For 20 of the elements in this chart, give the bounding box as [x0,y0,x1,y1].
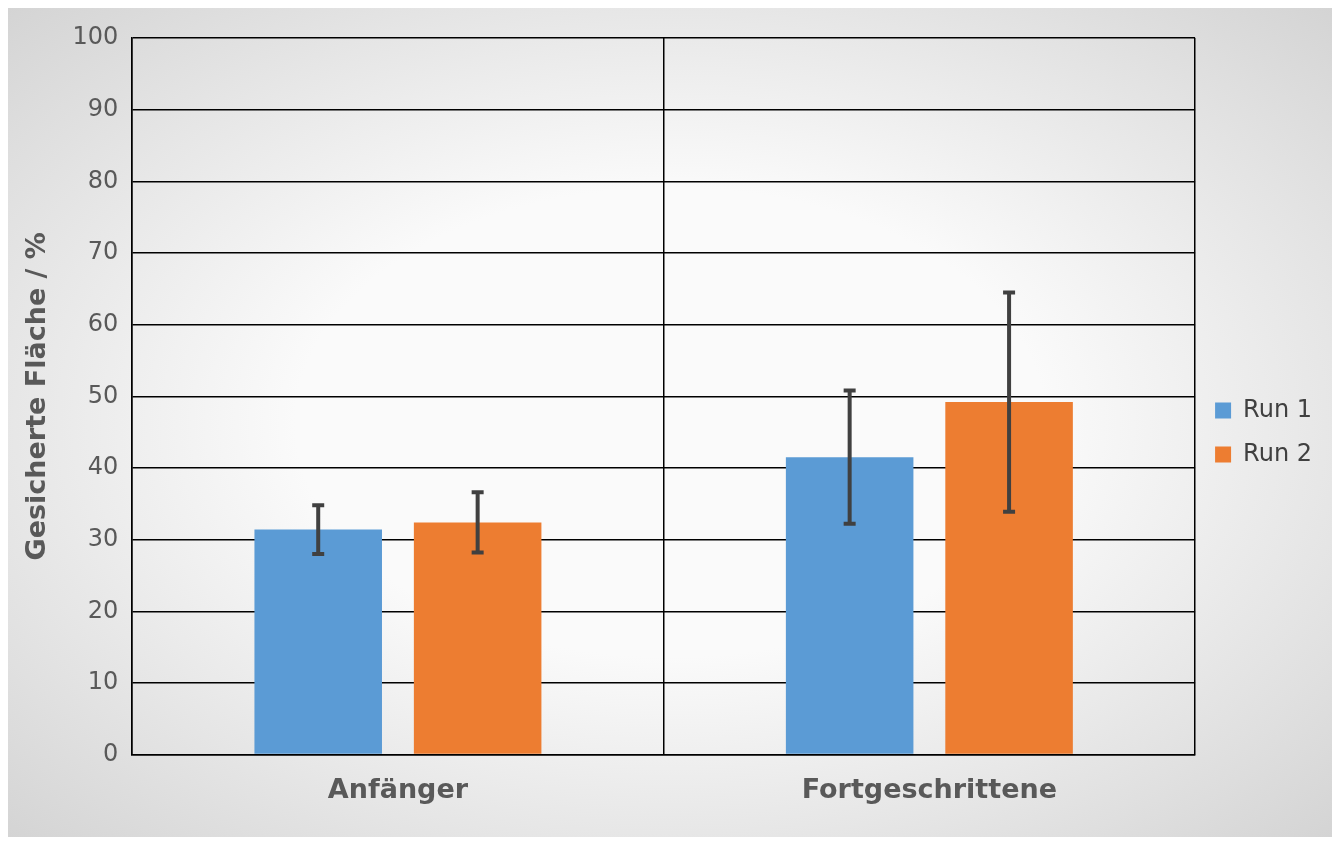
legend-label: Run 2 [1243,438,1312,467]
y-tick-label: 20 [87,595,119,624]
y-axis-title: Gesicherte Fläche / % [20,232,52,561]
bar [945,402,1073,754]
y-tick-label: 50 [87,380,119,409]
y-tick-label: 80 [87,165,119,194]
y-tick-label: 70 [87,237,119,266]
x-tick-label: Fortgeschrittene [801,772,1058,804]
bar [413,522,542,754]
legend-label: Run 1 [1243,394,1312,423]
bar [254,529,382,754]
y-tick-label: 30 [87,523,119,552]
y-tick-label: 10 [87,667,119,696]
x-tick-label: Anfänger [327,772,469,804]
y-tick-label: 100 [72,22,119,51]
y-tick-label: 0 [102,738,119,767]
bar [785,457,914,754]
y-tick-label: 40 [87,452,119,481]
y-tick-label: 60 [87,308,119,337]
y-tick-label: 90 [87,93,119,122]
